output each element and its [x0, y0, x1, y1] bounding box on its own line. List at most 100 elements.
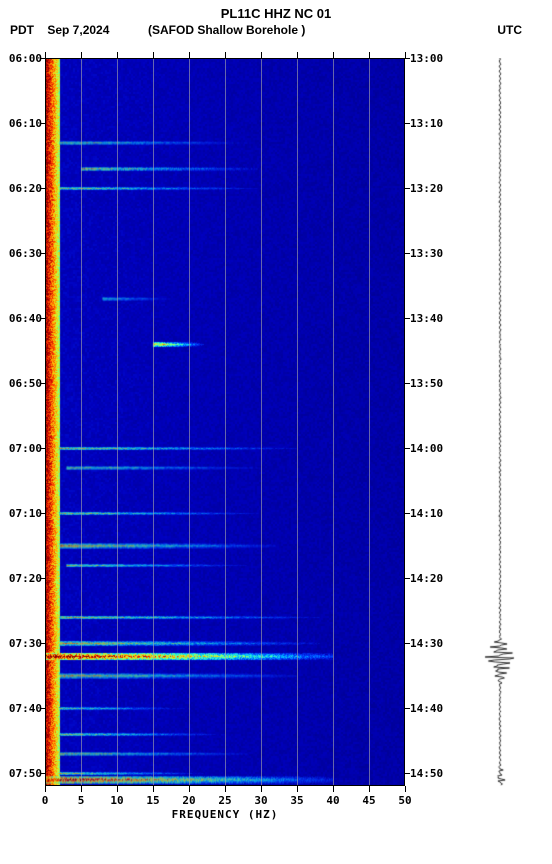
x-tick-top — [81, 52, 82, 58]
y-left-tick-label: 06:20 — [2, 182, 42, 195]
waveform-canvas — [470, 58, 530, 786]
y-left-tick — [40, 773, 45, 774]
x-axis-title: FREQUENCY (HZ) — [45, 808, 405, 821]
x-tick-top — [405, 52, 406, 58]
y-right-tick — [405, 58, 410, 59]
y-right-tick-label: 14:00 — [410, 442, 446, 455]
chart-subtitle-row: PDT Sep 7,2024 (SAFOD Shallow Borehole )… — [0, 23, 552, 37]
y-right-tick-label: 13:40 — [410, 312, 446, 325]
grid-line — [297, 58, 298, 786]
x-tick-top — [45, 52, 46, 58]
grid-line — [117, 58, 118, 786]
y-left-tick-label: 06:30 — [2, 247, 42, 260]
date-label: Sep 7,2024 — [47, 23, 109, 37]
x-tick-top — [333, 52, 334, 58]
y-left-tick-label: 06:10 — [2, 117, 42, 130]
y-left-tick — [40, 253, 45, 254]
x-tick-top — [369, 52, 370, 58]
x-tick-label: 30 — [249, 794, 273, 807]
x-tick-top — [189, 52, 190, 58]
left-timezone-label: PDT — [10, 23, 34, 37]
y-right-tick-label: 14:30 — [410, 637, 446, 650]
y-right-tick-label: 13:00 — [410, 52, 446, 65]
y-left-tick-label: 06:50 — [2, 377, 42, 390]
x-tick — [261, 786, 262, 792]
right-timezone-label: UTC — [482, 23, 542, 37]
x-tick-label: 45 — [357, 794, 381, 807]
y-left-tick-label: 07:50 — [2, 767, 42, 780]
y-left-tick — [40, 123, 45, 124]
chart-header: PL11C HHZ NC 01 PDT Sep 7,2024 (SAFOD Sh… — [0, 6, 552, 37]
y-left-tick-label: 07:40 — [2, 702, 42, 715]
y-right-tick — [405, 253, 410, 254]
x-tick-label: 10 — [105, 794, 129, 807]
y-right-tick-label: 13:10 — [410, 117, 446, 130]
x-tick-top — [153, 52, 154, 58]
y-left-tick-label: 06:40 — [2, 312, 42, 325]
x-tick — [369, 786, 370, 792]
y-left-tick — [40, 58, 45, 59]
x-tick-top — [297, 52, 298, 58]
x-tick — [81, 786, 82, 792]
grid-line — [225, 58, 226, 786]
y-left-tick — [40, 188, 45, 189]
y-right-tick — [405, 578, 410, 579]
y-left-tick — [40, 578, 45, 579]
y-right-tick — [405, 643, 410, 644]
y-left-tick-label: 07:00 — [2, 442, 42, 455]
x-tick — [333, 786, 334, 792]
y-left-tick-label: 07:10 — [2, 507, 42, 520]
station-subtitle: (SAFOD Shallow Borehole ) — [140, 23, 482, 37]
y-left-tick — [40, 448, 45, 449]
y-right-tick-label: 14:20 — [410, 572, 446, 585]
x-tick-label: 5 — [69, 794, 93, 807]
y-left-tick — [40, 383, 45, 384]
x-tick — [153, 786, 154, 792]
y-left-tick — [40, 513, 45, 514]
y-right-tick — [405, 123, 410, 124]
x-tick — [225, 786, 226, 792]
x-tick-label: 35 — [285, 794, 309, 807]
y-left-tick — [40, 643, 45, 644]
y-right-tick-label: 14:50 — [410, 767, 446, 780]
y-right-tick — [405, 773, 410, 774]
grid-line — [333, 58, 334, 786]
y-left-tick-label: 07:30 — [2, 637, 42, 650]
y-right-tick-label: 14:40 — [410, 702, 446, 715]
y-right-tick — [405, 383, 410, 384]
x-tick-label: 0 — [33, 794, 57, 807]
spectrogram-plot — [45, 58, 405, 786]
x-tick-top — [225, 52, 226, 58]
y-right-tick — [405, 513, 410, 514]
y-left-tick-label: 06:00 — [2, 52, 42, 65]
y-right-tick — [405, 318, 410, 319]
y-right-tick-label: 13:20 — [410, 182, 446, 195]
y-right-tick-label: 14:10 — [410, 507, 446, 520]
x-tick-label: 15 — [141, 794, 165, 807]
y-left-tick — [40, 708, 45, 709]
grid-line — [81, 58, 82, 786]
y-right-tick — [405, 448, 410, 449]
x-tick-label: 50 — [393, 794, 417, 807]
y-right-tick — [405, 188, 410, 189]
x-tick-label: 20 — [177, 794, 201, 807]
y-left-tick — [40, 318, 45, 319]
grid-line — [153, 58, 154, 786]
waveform-column — [470, 58, 530, 786]
y-right-tick — [405, 708, 410, 709]
y-right-tick-label: 13:50 — [410, 377, 446, 390]
x-tick — [405, 786, 406, 792]
grid-line — [189, 58, 190, 786]
x-tick-top — [117, 52, 118, 58]
chart-title: PL11C HHZ NC 01 — [0, 6, 552, 21]
x-tick — [189, 786, 190, 792]
y-right-tick-label: 13:30 — [410, 247, 446, 260]
x-tick-label: 40 — [321, 794, 345, 807]
y-left-tick-label: 07:20 — [2, 572, 42, 585]
x-tick — [117, 786, 118, 792]
grid-line — [369, 58, 370, 786]
x-tick-top — [261, 52, 262, 58]
grid-line — [261, 58, 262, 786]
x-tick-label: 25 — [213, 794, 237, 807]
left-timezone-and-date: PDT Sep 7,2024 — [10, 23, 140, 37]
